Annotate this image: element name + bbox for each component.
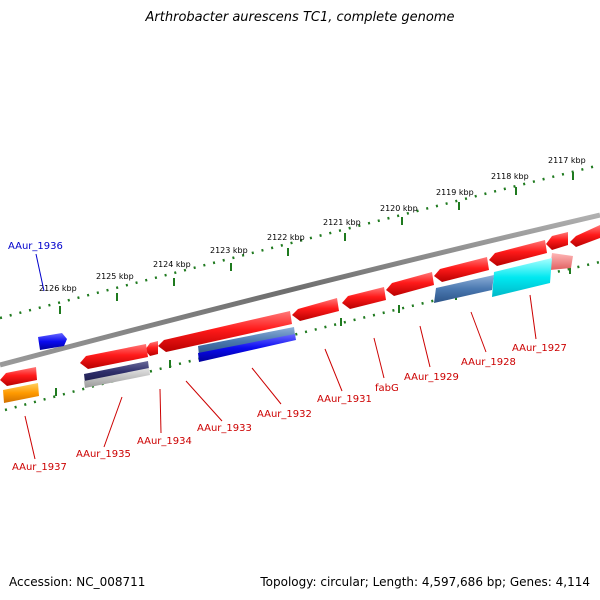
gene-arrow <box>145 341 158 356</box>
scale-label-2122: 2122 kbp <box>267 233 305 242</box>
gene-arrow <box>434 257 489 282</box>
gene-arrow <box>489 240 547 266</box>
label-AAur-1932: AAur_1932 <box>257 409 312 420</box>
label-AAur-1936: AAur_1936 <box>8 241 63 252</box>
scale-labels: 2117 kbp 2118 kbp 2119 kbp 2120 kbp 2121… <box>39 156 586 293</box>
outer-major-ticks <box>59 172 574 314</box>
label-leaders <box>24 253 537 460</box>
genome-backbone <box>0 212 600 368</box>
gene-AAur-1936-arrow <box>38 333 67 350</box>
scale-label-2124: 2124 kbp <box>153 260 191 269</box>
gene-AAur-1932-arrow <box>158 311 292 352</box>
leader-fabG <box>373 337 385 379</box>
gene-AAur-1928-block <box>492 258 552 297</box>
scale-label-2117: 2117 kbp <box>548 156 586 165</box>
leader-AAur-1929 <box>419 325 431 368</box>
scale-label-2119: 2119 kbp <box>436 188 474 197</box>
scale-label-2125: 2125 kbp <box>96 272 134 281</box>
leader-AAur-1933 <box>185 380 223 422</box>
label-AAur-1937: AAur_1937 <box>12 462 67 473</box>
leader-AAur-1936 <box>35 253 45 292</box>
label-AAur-1927: AAur_1927 <box>512 343 567 354</box>
leader-AAur-1931 <box>324 348 343 392</box>
leader-AAur-1937 <box>24 415 36 460</box>
reverse-strand-genes <box>0 225 600 403</box>
gene-labels: AAur_1936 AAur_1937 AAur_1935 AAur_1934 … <box>8 241 567 473</box>
label-fabG: fabG <box>375 383 399 394</box>
leader-AAur-1928 <box>470 311 487 353</box>
scale-label-2126: 2126 kbp <box>39 284 77 293</box>
leader-AAur-1934 <box>159 388 162 434</box>
label-AAur-1929: AAur_1929 <box>404 372 459 383</box>
leader-AAur-1935 <box>103 396 123 448</box>
genome-summary-text: Topology: circular; Length: 4,597,686 bp… <box>260 575 590 589</box>
leader-AAur-1932 <box>251 367 282 405</box>
gene-AAur-1937-arrow <box>0 367 37 386</box>
scale-label-2123: 2123 kbp <box>210 246 248 255</box>
gene-arrow <box>386 272 434 296</box>
label-AAur-1935: AAur_1935 <box>76 449 131 460</box>
gene-AAur-1931-arrow <box>292 298 339 321</box>
gene-AAur-1927-block <box>550 253 573 270</box>
gene-AAur-1933-block <box>198 327 295 355</box>
label-AAur-1928: AAur_1928 <box>461 357 516 368</box>
gene-AAur-1934-block <box>84 361 149 383</box>
gene-AAur-1933-inner <box>198 334 296 362</box>
gene-AAur-1929-block <box>434 275 494 303</box>
forward-strand-genes <box>38 333 67 350</box>
scale-label-2121: 2121 kbp <box>323 218 361 227</box>
scale-label-2120: 2120 kbp <box>380 204 418 213</box>
leader-AAur-1927 <box>529 294 537 340</box>
label-AAur-1933: AAur_1933 <box>197 423 252 434</box>
map-title: Arthrobacter aurescens TC1, complete gen… <box>145 10 455 25</box>
gene-fabG-arrow <box>342 287 386 309</box>
scale-label-2118: 2118 kbp <box>491 172 529 181</box>
label-AAur-1934: AAur_1934 <box>137 436 192 447</box>
gene-arrow <box>546 232 568 250</box>
accession-text: Accession: NC_008711 <box>9 575 146 589</box>
gene-AAur-1935-arrow <box>80 344 148 369</box>
label-AAur-1931: AAur_1931 <box>317 394 372 405</box>
gene-arrow <box>570 225 600 247</box>
gene-AAur-1934-grey <box>84 368 150 388</box>
gene-AAur-1937-orange <box>3 383 39 403</box>
